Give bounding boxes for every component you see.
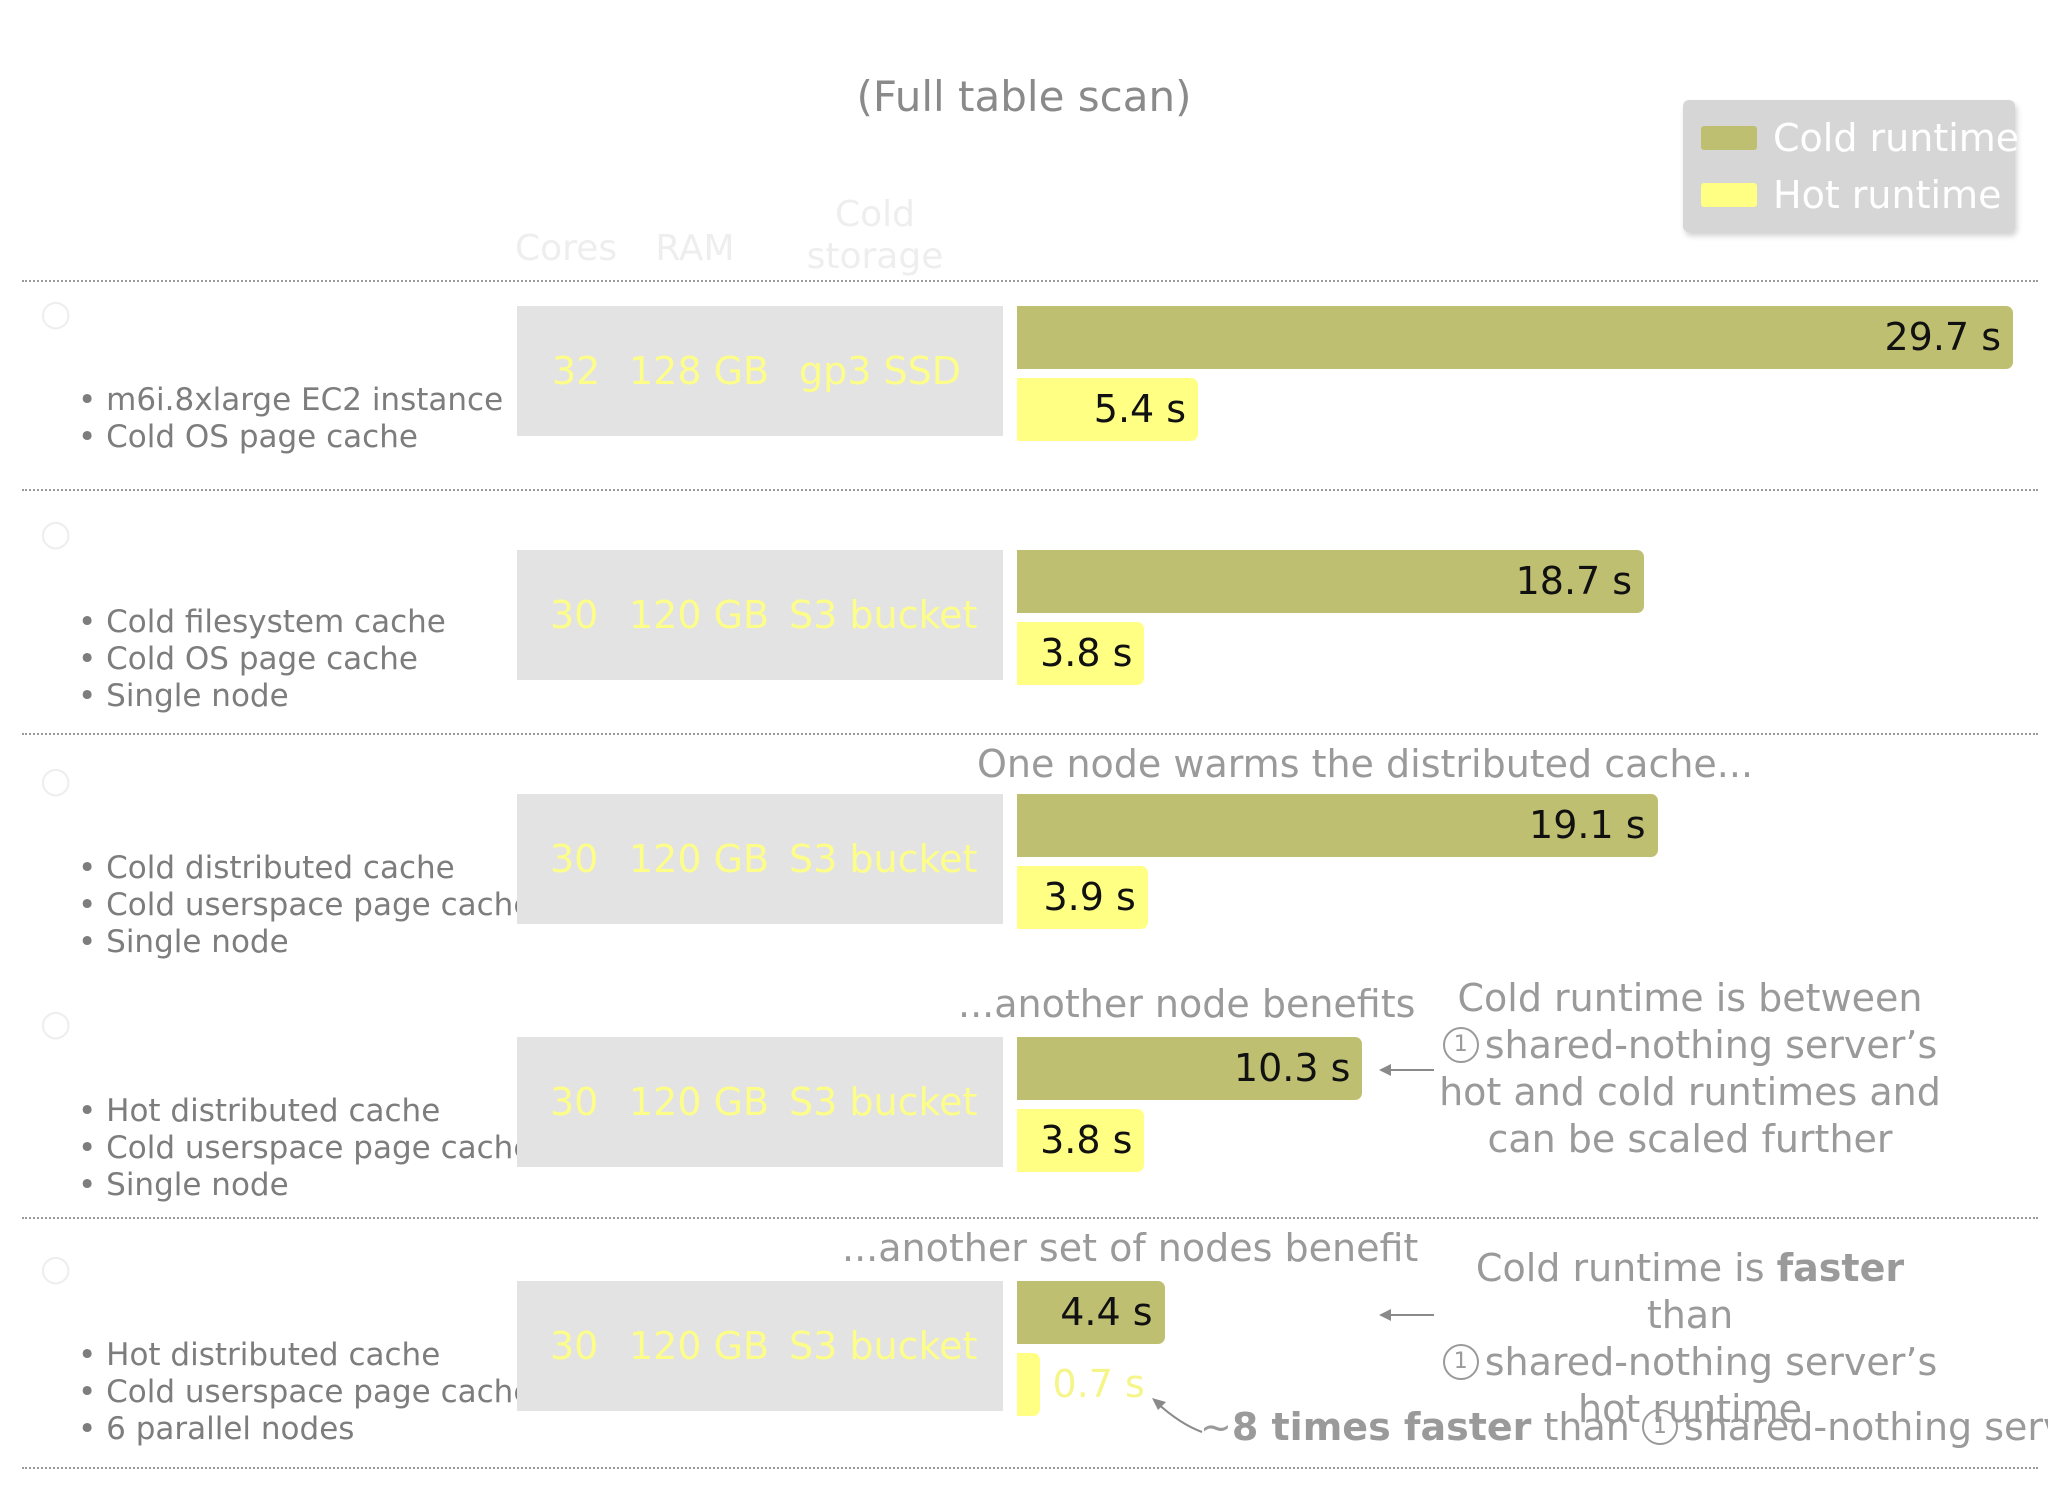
hot-runtime-bar	[1017, 866, 1148, 929]
row-5-bullet: • Cold userspace page cache	[78, 1374, 533, 1410]
legend-label-cold: Cold runtime	[1773, 116, 2020, 160]
cold-runtime-label: 19.1 s	[1529, 803, 1646, 847]
row-3-annotation: One node warms the distributed cache...	[977, 742, 1754, 786]
row-5-cores: 30	[550, 1324, 599, 1368]
row-separator	[22, 1217, 2038, 1219]
hot-runtime-bar	[1017, 378, 1199, 441]
legend-label-hot: Hot runtime	[1773, 173, 2002, 217]
row-4-bullets: • Hot distributed cache • Cold userspace…	[78, 1093, 532, 1204]
row-2-ram: 120 GB	[629, 593, 770, 637]
circled-number-icon: 1	[1442, 1343, 1479, 1380]
hot-runtime-label: 3.9 s	[1043, 875, 1136, 919]
row-4-bullet: • Single node	[78, 1167, 289, 1203]
row-4-bullet: • Hot distributed cache	[78, 1093, 441, 1129]
row-3-cores: 30	[550, 837, 599, 881]
row-2-bullet: • Single node	[78, 678, 289, 714]
row-4-cores: 30	[550, 1080, 599, 1124]
row-4-annotation: ...another node benefits	[958, 982, 1416, 1026]
row-5-annotation: ...another set of nodes benefit	[842, 1226, 1419, 1270]
row-5-bullets: • Hot distributed cache • Cold userspace…	[78, 1337, 532, 1448]
hot-runtime-label: 0.7 s	[1052, 1362, 1145, 1406]
row-1-bullet: • m6i.8xlarge EC2 instance	[78, 382, 504, 418]
hot-runtime-label: 5.4 s	[1093, 387, 1187, 431]
arrow-head-icon	[1379, 1309, 1391, 1321]
row-5-bullet: • 6 parallel nodes	[78, 1411, 355, 1447]
row-5-spec-box: 30 120 GB S3 bucket	[517, 1281, 1003, 1411]
hot-runtime-label: 3.8 s	[1040, 631, 1133, 675]
row-4-storage: S3 bucket	[789, 1080, 978, 1124]
row-4-note: Cold runtime is between 1 shared-nothing …	[1439, 976, 1941, 1161]
cold-runtime-label: 18.7 s	[1515, 559, 1633, 603]
arrow-head-icon	[1379, 1064, 1391, 1076]
row-5-bullet: • Hot distributed cache	[78, 1337, 441, 1373]
row-5-storage: S3 bucket	[789, 1324, 978, 1368]
cold-runtime-bar	[1017, 550, 1645, 613]
column-header-storage: Cold storage	[800, 194, 950, 278]
row-2-bullet: • Cold OS page cache	[78, 641, 418, 677]
hot-runtime-bar	[1017, 1353, 1041, 1416]
row-4-ram: 120 GB	[629, 1080, 770, 1124]
row-separator	[22, 280, 2038, 282]
curved-arrow-icon	[1152, 1398, 1203, 1433]
arrow-line	[1388, 1069, 1434, 1071]
column-header-cores: Cores	[515, 228, 618, 269]
row-separator	[22, 489, 2038, 491]
row-3-spec-box: 30 120 GB S3 bucket	[517, 794, 1003, 924]
row-icon-faint: ○	[40, 760, 72, 801]
row-3-ram: 120 GB	[629, 837, 770, 881]
cold-runtime-bar	[1017, 306, 2013, 369]
row-5-note: Cold runtime is faster than 1 shared-noth…	[1430, 1245, 1950, 1433]
row-2-bullets: • Cold filesystem cache • Cold OS page c…	[78, 604, 446, 715]
row-3-bullet: • Single node	[78, 924, 289, 960]
row-icon-faint: ○	[40, 513, 72, 554]
hot-runtime-label: 3.8 s	[1040, 1118, 1133, 1162]
row-icon-faint: ○	[40, 1003, 72, 1044]
row-1-storage: gp3 SSD	[799, 349, 962, 393]
arrow-line	[1388, 1314, 1434, 1316]
row-4-spec-box: 30 120 GB S3 bucket	[517, 1037, 1003, 1167]
circled-number-icon: 1	[1442, 1026, 1479, 1063]
row-3-bullets: • Cold distributed cache • Cold userspac…	[78, 850, 532, 961]
hot-runtime-bar	[1017, 1109, 1145, 1172]
cold-runtime-bar	[1017, 794, 1658, 857]
chart-legend: Cold runtime Hot runtime	[1683, 100, 2019, 232]
cold-runtime-label: 4.4 s	[1060, 1290, 1153, 1334]
row-1-bullet: • Cold OS page cache	[78, 419, 418, 455]
row-icon-faint: ○	[40, 293, 72, 334]
hot-runtime-bar	[1017, 622, 1145, 685]
row-2-spec-box: 30 120 GB S3 bucket	[517, 550, 1003, 680]
row-2-cores: 30	[550, 593, 599, 637]
column-header-ram: RAM	[655, 228, 735, 269]
row-icon-faint: ○	[40, 1248, 72, 1289]
row-separator	[22, 1467, 2038, 1469]
cold-runtime-bar	[1017, 1281, 1165, 1344]
column-header-storage-line2: storage	[806, 236, 944, 277]
cold-runtime-label: 29.7 s	[1884, 315, 2002, 359]
row-3-bullet: • Cold userspace page cache	[78, 887, 533, 923]
row-3-storage: S3 bucket	[789, 837, 978, 881]
row-1-cores: 32	[552, 349, 601, 393]
row-2-storage: S3 bucket	[789, 593, 978, 637]
row-5-ram: 120 GB	[629, 1324, 770, 1368]
row-3-bullet: • Cold distributed cache	[78, 850, 455, 886]
circled-number-icon: 1	[1641, 1408, 1678, 1445]
row-1-bullets: • m6i.8xlarge EC2 instance • Cold OS pag…	[78, 382, 503, 456]
row-4-bullet: • Cold userspace page cache	[78, 1130, 533, 1166]
row-1-ram: 128 GB	[629, 349, 770, 393]
cold-runtime-label: 10.3 s	[1233, 1046, 1351, 1090]
legend-item-hot: Hot runtime	[1701, 170, 2001, 220]
bottom-note: ~8 times faster than 1 shared-nothing ser…	[1200, 1405, 2048, 1449]
column-header-storage-line1: Cold	[834, 194, 915, 235]
cold-runtime-bar	[1017, 1037, 1363, 1100]
legend-swatch-cold	[1701, 126, 1757, 150]
row-separator	[22, 733, 2038, 735]
legend-item-cold: Cold runtime	[1701, 113, 2019, 163]
row-2-bullet: • Cold filesystem cache	[78, 604, 446, 640]
chart-subtitle: (Full table scan)	[856, 72, 1192, 121]
row-1-spec-box: 32 128 GB gp3 SSD	[517, 306, 1003, 436]
legend-swatch-hot	[1701, 183, 1757, 207]
